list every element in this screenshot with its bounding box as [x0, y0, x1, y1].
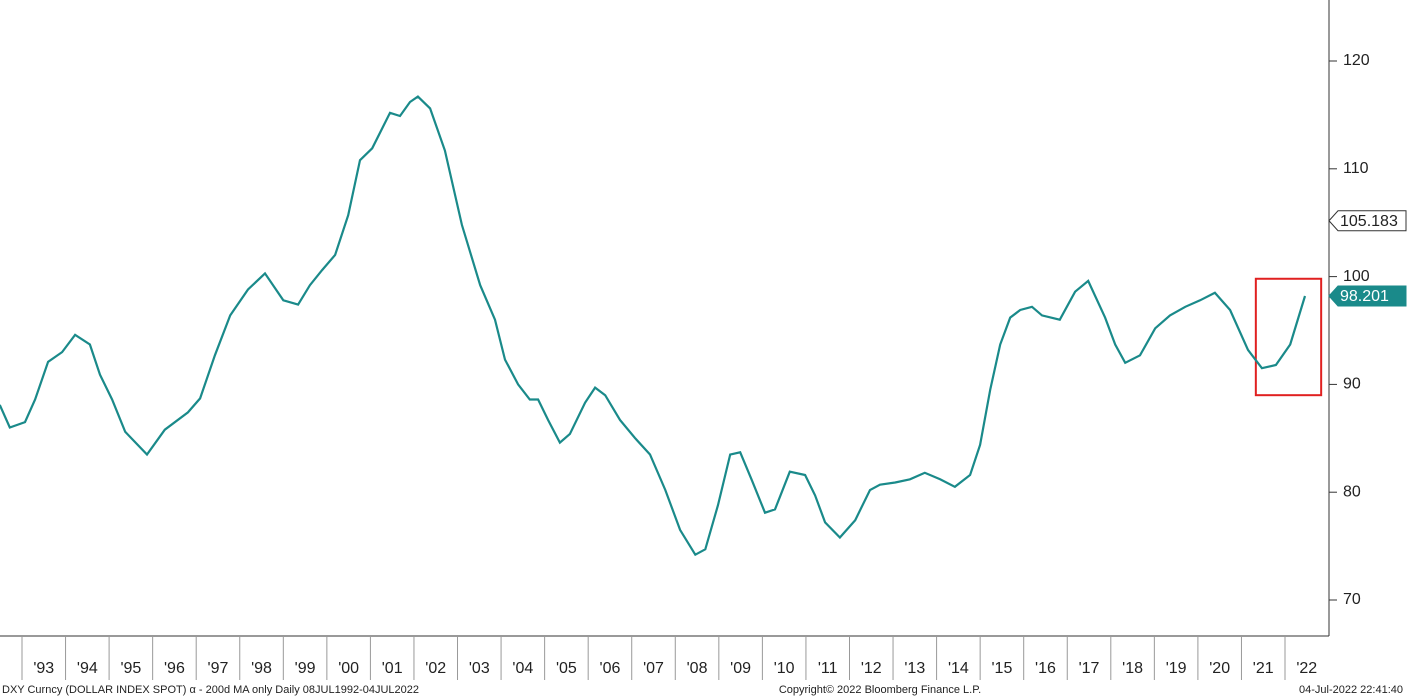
x-tick-label: '96	[164, 660, 185, 677]
x-tick-label: '93	[33, 660, 54, 677]
x-tick-label: '01	[382, 660, 403, 677]
x-tick-label: '94	[77, 660, 98, 677]
x-tick-label: '04	[512, 660, 533, 677]
x-tick-label: '08	[687, 660, 708, 677]
x-tick-label: '03	[469, 660, 490, 677]
x-tick-label: '95	[120, 660, 141, 677]
highlight-box	[1254, 277, 1323, 397]
x-tick-label: '18	[1122, 660, 1143, 677]
x-tick-label: '15	[991, 660, 1012, 677]
x-tick-label: '09	[730, 660, 751, 677]
x-tick-label: '17	[1079, 660, 1100, 677]
x-tick-label: '97	[208, 660, 229, 677]
x-tick-label: '05	[556, 660, 577, 677]
caption: DXY Curncy (DOLLAR INDEX SPOT) α - 200d …	[2, 684, 419, 696]
spot-value-box	[1328, 210, 1407, 232]
last-value-label: 98.201	[1340, 288, 1389, 305]
x-tick-label: '12	[861, 660, 882, 677]
spot-value-label: 105.183	[1340, 213, 1398, 230]
x-tick-label: '98	[251, 660, 272, 677]
x-tick-label: '00	[338, 660, 359, 677]
y-tick-label: 80	[1343, 483, 1361, 500]
x-tick-label: '11	[818, 660, 838, 677]
x-tick-label: '22	[1296, 660, 1317, 677]
x-tick-label: '13	[904, 660, 925, 677]
last-value-box	[1328, 285, 1407, 307]
y-tick-label: 110	[1343, 160, 1369, 177]
x-tick-label: '21	[1253, 660, 1274, 677]
x-tick-label: '99	[295, 660, 316, 677]
x-tick-label: '07	[643, 660, 664, 677]
copyright: Copyright© 2022 Bloomberg Finance L.P.	[779, 684, 981, 696]
y-tick-label: 100	[1343, 268, 1370, 285]
x-tick-label: '19	[1166, 660, 1187, 677]
timestamp: 04-Jul-2022 22:41:40	[1299, 684, 1403, 696]
x-tick-label: '14	[948, 660, 969, 677]
line-series	[0, 95, 1307, 557]
y-tick-label: 120	[1343, 52, 1370, 69]
x-tick-label: '20	[1209, 660, 1230, 677]
x-tick-label: '10	[774, 660, 795, 677]
x-tick-label: '16	[1035, 660, 1056, 677]
x-tick-label: '02	[425, 660, 446, 677]
y-tick-label: 70	[1343, 591, 1361, 608]
x-tick-label: '06	[600, 660, 621, 677]
y-tick-label: 90	[1343, 376, 1361, 393]
